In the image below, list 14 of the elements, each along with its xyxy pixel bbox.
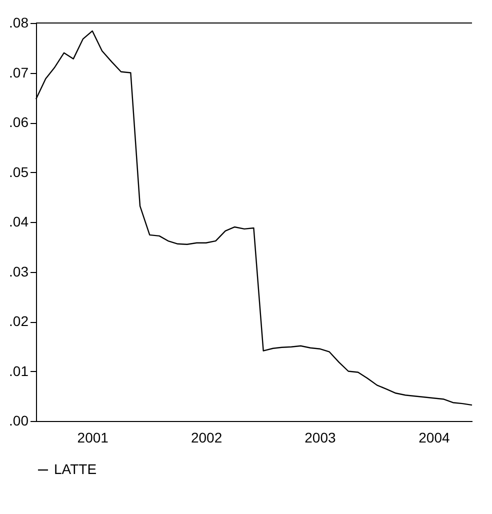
y-tick-label: .05 bbox=[9, 164, 29, 180]
y-tick-label: .00 bbox=[9, 412, 29, 428]
y-tick-label: .07 bbox=[9, 64, 29, 80]
legend-label: LATTE bbox=[54, 461, 97, 477]
y-tick-label: .08 bbox=[9, 14, 29, 30]
x-tick-label: 2004 bbox=[418, 430, 450, 446]
y-tick-label: .04 bbox=[9, 214, 29, 230]
x-tick-label: 2003 bbox=[304, 430, 336, 446]
x-tick-label: 2001 bbox=[77, 430, 109, 446]
y-tick-label: .01 bbox=[9, 362, 29, 379]
y-tick-label: .06 bbox=[9, 114, 29, 130]
y-tick-label: .03 bbox=[9, 263, 29, 280]
y-tick-label: .02 bbox=[9, 313, 29, 329]
x-tick-label: 2002 bbox=[190, 430, 222, 446]
